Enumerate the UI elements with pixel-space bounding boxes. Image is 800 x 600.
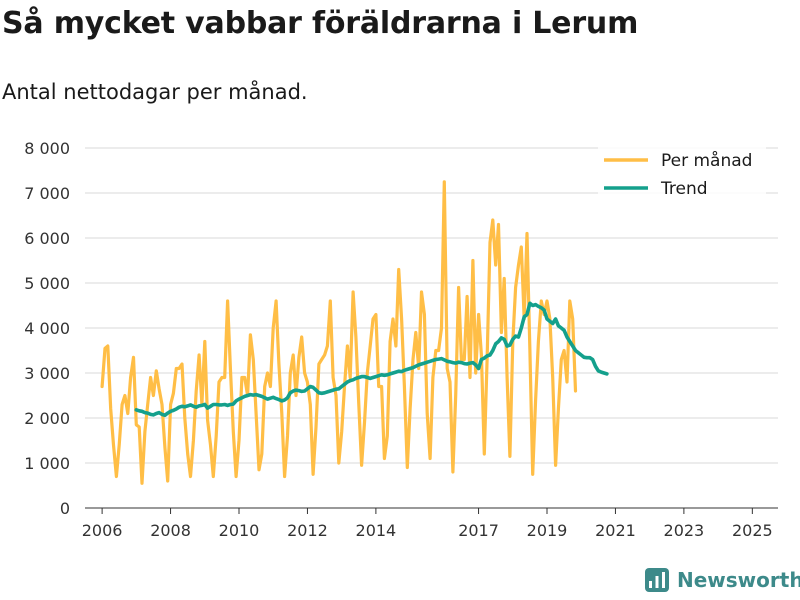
x-tick-label: 2014 bbox=[356, 521, 397, 540]
x-tick-label: 2021 bbox=[595, 521, 636, 540]
y-tick-label: 1 000 bbox=[24, 454, 70, 473]
legend-label: Per månad bbox=[661, 150, 752, 171]
chart-title: Så mycket vabbar föräldrarna i Lerum bbox=[2, 6, 639, 41]
x-tick-label: 2012 bbox=[287, 521, 328, 540]
x-tick-label: 2025 bbox=[732, 521, 773, 540]
y-tick-label: 5 000 bbox=[24, 274, 70, 293]
legend-label: Trend bbox=[660, 179, 708, 199]
series-line-trend bbox=[134, 301, 609, 418]
y-tick-label: 0 bbox=[60, 499, 70, 518]
x-tick-label: 2017 bbox=[458, 521, 499, 540]
newsworthy-logo-icon bbox=[645, 568, 669, 592]
y-tick-label: 8 000 bbox=[24, 139, 70, 158]
brand-name: Newsworthy bbox=[677, 568, 800, 592]
y-tick-label: 3 000 bbox=[24, 364, 70, 383]
y-tick-label: 7 000 bbox=[24, 184, 70, 203]
brand: Newsworthy bbox=[645, 568, 800, 592]
y-tick-label: 6 000 bbox=[24, 229, 70, 248]
chart-subtitle: Antal nettodagar per månad. bbox=[2, 80, 308, 104]
x-tick-label: 2008 bbox=[150, 521, 191, 540]
x-tick-label: 2019 bbox=[527, 521, 568, 540]
series-line-per-manad bbox=[100, 180, 578, 485]
y-tick-label: 2 000 bbox=[24, 409, 70, 428]
y-tick-label: 4 000 bbox=[24, 319, 70, 338]
x-tick-label: 2023 bbox=[664, 521, 705, 540]
x-tick-label: 2010 bbox=[219, 521, 260, 540]
x-tick-label: 2006 bbox=[82, 521, 123, 540]
legend-box bbox=[598, 144, 766, 202]
